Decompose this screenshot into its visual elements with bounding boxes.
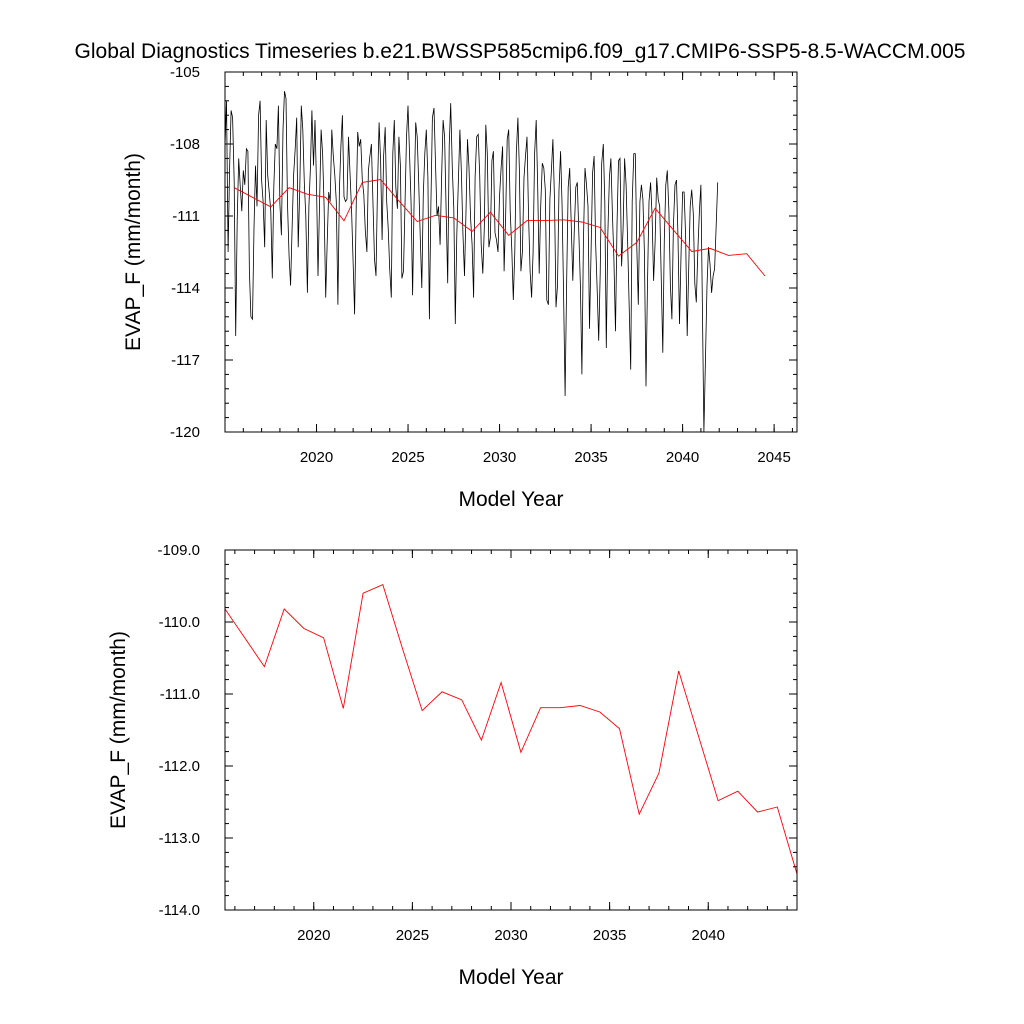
x-axis-label: Model Year <box>458 488 563 511</box>
timeseries-panel-monthly: 2020 2025 2030 2035 2040 2045 -120 -117 -114 -111… <box>122 64 798 511</box>
axis-ticks: 2020 2025 2030 2035 2040 -114.0 -113.0 -112.0 -1… <box>157 542 797 944</box>
x-tick-label: 2040 <box>692 927 725 944</box>
x-axis-label: Model Year <box>458 966 563 989</box>
monthly-series-line <box>225 91 719 432</box>
y-tick-label: -105 <box>170 64 200 81</box>
y-tick-label: -120 <box>170 424 200 441</box>
x-tick-label: 2020 <box>297 927 330 944</box>
y-axis-label: EVAP_F (mm/month) <box>107 631 130 829</box>
x-tick-label: 2020 <box>300 449 333 466</box>
y-tick-label: -108 <box>170 136 200 153</box>
x-tick-label: 2035 <box>593 927 626 944</box>
timeseries-panel-annual: 2020 2025 2030 2035 2040 -114.0 -113.0 -112.0 -1… <box>107 542 798 989</box>
x-tick-label: 2025 <box>391 449 424 466</box>
x-tick-label: 2040 <box>666 449 699 466</box>
y-tick-label: -111 <box>172 208 200 225</box>
x-tick-label: 2030 <box>483 449 516 466</box>
figure-title: Global Diagnostics Timeseries b.e21.BWSS… <box>75 40 966 63</box>
x-tick-label: 2025 <box>396 927 429 944</box>
y-tick-label: -112.0 <box>159 758 200 775</box>
x-tick-label: 2030 <box>494 927 527 944</box>
annual-mean-line <box>225 583 797 875</box>
series-lines <box>225 583 797 875</box>
series-lines <box>225 91 766 432</box>
y-tick-label: -114.0 <box>159 902 200 919</box>
plot-frame <box>224 71 798 433</box>
plot-frame <box>224 549 798 911</box>
y-tick-label: -110.0 <box>159 614 200 631</box>
y-axis-label: EVAP_F (mm/month) <box>122 153 145 351</box>
y-tick-label: -117 <box>171 352 200 369</box>
x-tick-label: 2045 <box>757 449 790 466</box>
x-tick-label: 2035 <box>574 449 607 466</box>
y-tick-label: -109.0 <box>157 542 200 559</box>
y-tick-label: -114 <box>171 280 200 297</box>
annual-mean-line <box>233 179 766 277</box>
axis-ticks: 2020 2025 2030 2035 2040 2045 -120 -117 -114 -111… <box>170 64 797 466</box>
y-tick-label: -113.0 <box>159 830 200 847</box>
y-tick-label: -111.0 <box>160 686 200 703</box>
